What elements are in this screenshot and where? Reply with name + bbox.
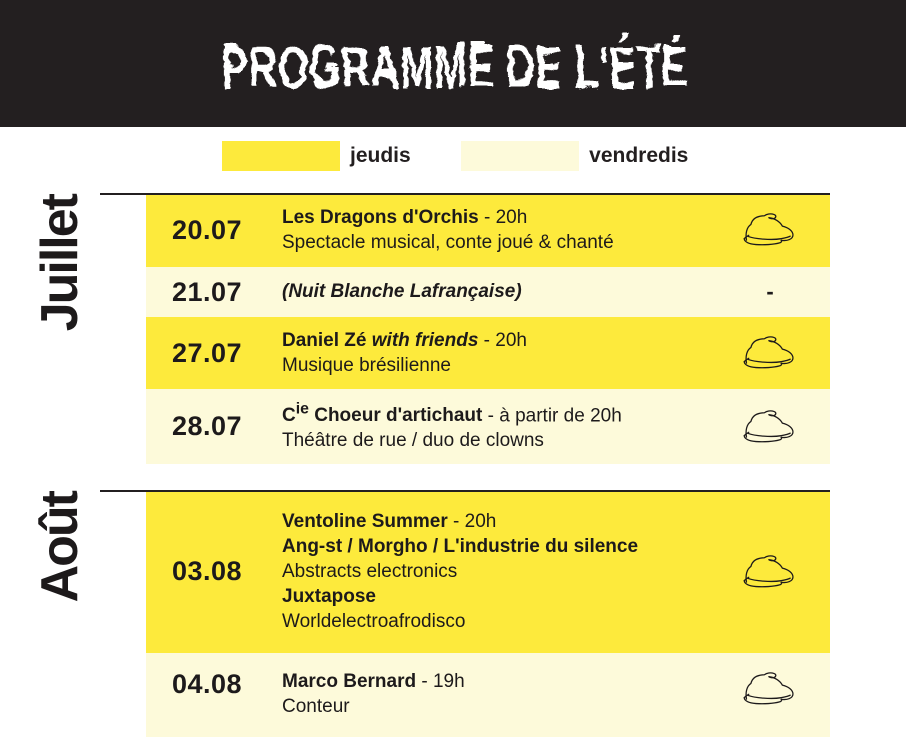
- svg-text:PROGRAMME DE L'ÉTÉ: PROGRAMME DE L'ÉTÉ: [219, 31, 686, 98]
